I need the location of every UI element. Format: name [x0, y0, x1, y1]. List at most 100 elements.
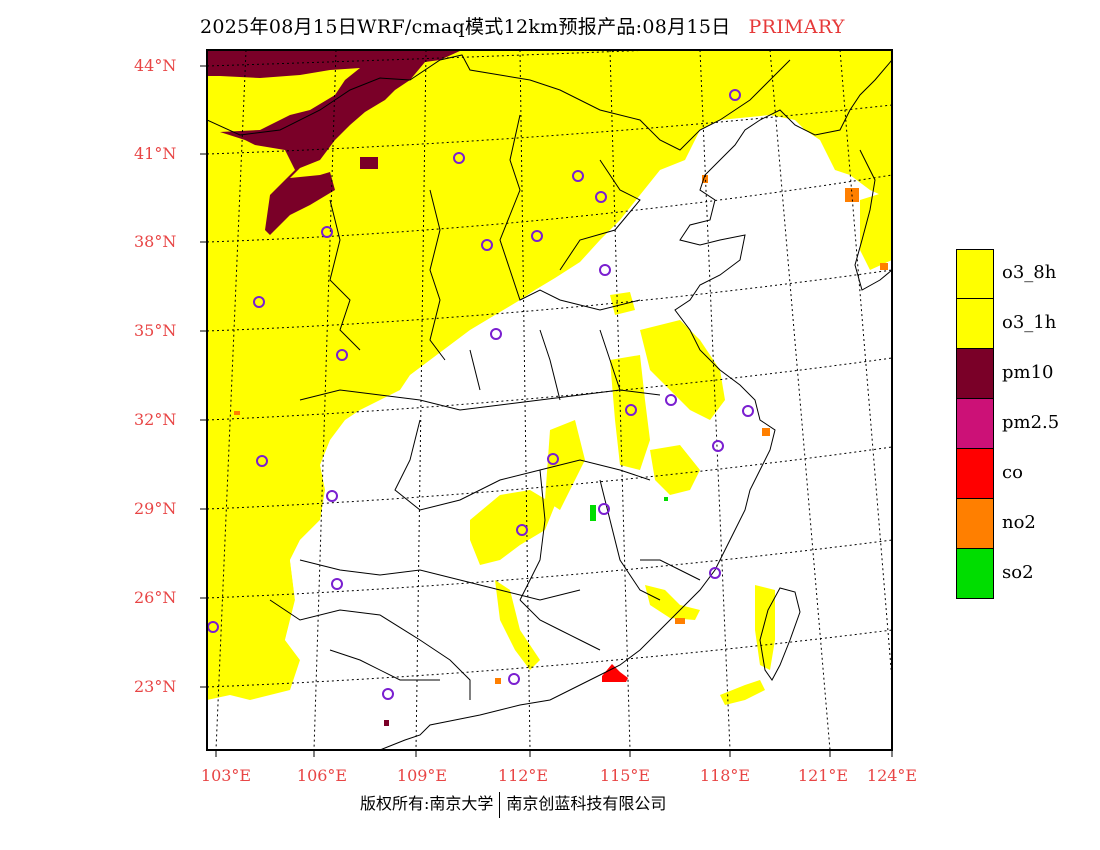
- lon-label-112e: 112°E: [497, 766, 549, 785]
- station-marker: [481, 239, 493, 251]
- legend-swatch: [956, 399, 994, 449]
- station-marker: [547, 453, 559, 465]
- parallel-38n: [207, 174, 892, 243]
- parallel-29n: [207, 446, 892, 510]
- meridian-112e: [519, 50, 531, 750]
- stations: [207, 89, 754, 700]
- station-marker: [712, 440, 724, 452]
- lon-label-121e: 121°E: [797, 766, 849, 785]
- o3-east-jiangsu: [640, 320, 725, 420]
- lon-label-109e: 109°E: [396, 766, 448, 785]
- no2-patch: [234, 411, 240, 415]
- station-marker: [326, 490, 338, 502]
- o3-east-guangxi: [495, 580, 540, 670]
- footer-divider: [499, 791, 501, 818]
- legend-label: pm10: [1002, 362, 1054, 383]
- legend-swatch: [956, 449, 994, 499]
- station-marker: [598, 503, 610, 515]
- station-marker: [531, 230, 543, 242]
- o3-east-coast-north: [860, 190, 892, 270]
- legend-label: o3_8h: [1002, 262, 1057, 283]
- copyright: 版权所有:南京大学 南京创蓝科技有限公司: [360, 790, 666, 818]
- station-marker: [382, 688, 394, 700]
- meridian-124e: [839, 50, 892, 681]
- province-lines-south: [269, 559, 701, 700]
- parallel-32n: [207, 357, 892, 421]
- o3-east-scs: [720, 680, 765, 705]
- so2-patch: [664, 497, 668, 501]
- legend-label: no2: [1002, 512, 1036, 533]
- lon-label-118e: 118°E: [699, 766, 751, 785]
- legend-label: o3_1h: [1002, 312, 1057, 333]
- title-text: 2025年08月15日WRF/cmaq模式12km预报产品:08月15日: [200, 16, 731, 38]
- station-marker: [336, 349, 348, 361]
- station-marker: [490, 328, 502, 340]
- no2-patch: [702, 175, 708, 183]
- lat-label-23n: 23°N: [134, 677, 177, 696]
- clean-area-sichuan: [285, 420, 410, 690]
- legend-swatch: [956, 349, 994, 399]
- inner-mongolia-border: [207, 54, 791, 151]
- lat-label-26n: 26°N: [134, 588, 177, 607]
- no2-patch: [762, 428, 770, 436]
- station-marker: [572, 170, 584, 182]
- province-lines-central: [299, 329, 661, 601]
- legend-label: so2: [1002, 562, 1034, 583]
- korea-outline: [854, 149, 892, 291]
- station-marker: [256, 455, 268, 467]
- station-marker: [599, 264, 611, 276]
- o3-east-fujian: [645, 585, 700, 620]
- station-marker: [742, 405, 754, 417]
- copyright-right: 南京创蓝科技有限公司: [506, 794, 667, 813]
- meridian-106e: [313, 50, 337, 750]
- pm10-region: [207, 50, 462, 235]
- province-lines-north: [329, 114, 641, 361]
- lat-label-32n: 32°N: [134, 410, 177, 429]
- axis-ticks: [200, 65, 893, 757]
- legend-label: pm2.5: [1002, 412, 1060, 433]
- lon-label-103e: 103°E: [200, 766, 252, 785]
- meridian-121e: [769, 50, 831, 750]
- coastline: [379, 59, 892, 750]
- no2-patch: [880, 263, 888, 270]
- boundaries: [207, 54, 892, 750]
- station-marker: [331, 578, 343, 590]
- map-frame: [206, 49, 893, 751]
- no2-patch: [675, 618, 685, 624]
- meridian-118e: [699, 50, 731, 750]
- parallel-35n: [207, 269, 892, 332]
- lon-label-106e: 106°E: [296, 766, 348, 785]
- o3-east-hunan: [470, 490, 555, 565]
- o3-east-hubei: [545, 420, 585, 510]
- meridian-115e: [609, 50, 631, 750]
- station-marker: [665, 394, 677, 406]
- lat-label-35n: 35°N: [134, 321, 177, 340]
- pm10-patch: [360, 157, 378, 169]
- primary-tag: PRIMARY: [748, 16, 845, 38]
- meridian-103e: [215, 50, 247, 750]
- station-marker: [625, 404, 637, 416]
- no2-patch: [495, 678, 501, 684]
- station-marker: [253, 296, 265, 308]
- map-layers: [207, 50, 892, 750]
- lat-label-38n: 38°N: [134, 232, 177, 251]
- lat-label-29n: 29°N: [134, 499, 177, 518]
- so2-patch: [590, 505, 596, 521]
- lat-label-41n: 41°N: [134, 144, 177, 163]
- o3-east-zhejiang: [650, 445, 700, 495]
- o3-east-bohai: [610, 292, 635, 315]
- lon-label-124e: 124°E: [866, 766, 918, 785]
- lon-label-115e: 115°E: [599, 766, 651, 785]
- o3-east-anhui: [610, 355, 650, 470]
- station-marker: [709, 567, 721, 579]
- lat-label-44n: 44°N: [134, 56, 177, 75]
- legend-swatch: [956, 249, 994, 299]
- station-marker: [516, 524, 528, 536]
- legend-swatch: [956, 549, 994, 599]
- station-marker: [321, 226, 333, 238]
- o3-region-west-north: [207, 50, 892, 700]
- legend-label: co: [1002, 462, 1023, 483]
- legend-swatch: [956, 299, 994, 349]
- station-marker: [508, 673, 520, 685]
